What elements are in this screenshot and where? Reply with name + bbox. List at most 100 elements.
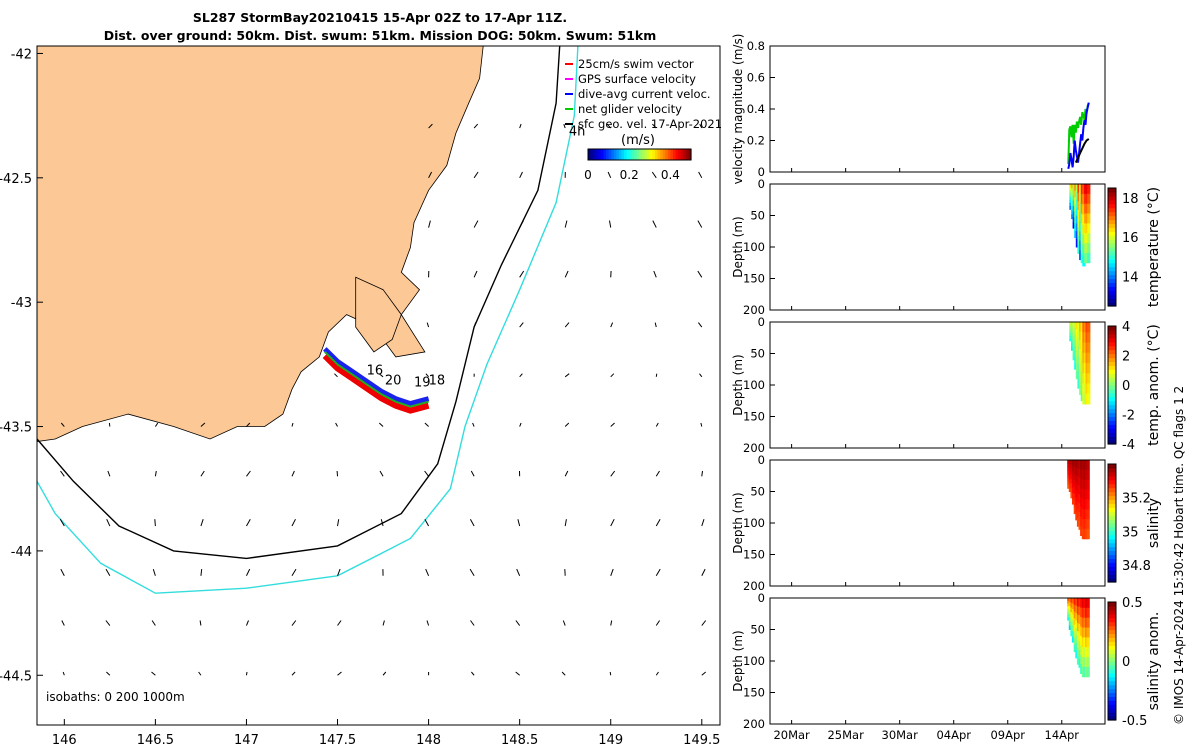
salinity-panel-cell [1086,519,1090,530]
temperature-panel-colorbar-cell [1108,274,1116,280]
colorbar-cell [660,149,664,160]
lon-tick-label: 148 [416,733,441,748]
temp-anom-panel-cell [1087,383,1091,395]
sfc-velocity-arrow [610,373,615,378]
sfc-velocity-arrow [337,620,342,626]
sfc-velocity-arrow [564,519,567,527]
salinity-panel-cell [1080,460,1084,470]
temperature-panel-cell [1077,244,1081,254]
salinity-panel-cell [1067,477,1071,482]
sfc-velocity-arrow [424,518,430,527]
salinity-anom-panel-ytick-label: 50 [750,623,765,637]
velocity-ytick-label: 0.2 [747,134,765,148]
temperature-panel-colorbar-cell [1108,258,1116,264]
temperature-panel-colorbar-cell [1108,290,1116,295]
salinity-panel-colorbar-tick-label: 35 [1122,525,1139,540]
sfc-velocity-arrow [519,123,522,129]
temp-anom-panel-colorbar-cell [1108,326,1116,331]
temp-anom-panel-cell [1080,390,1084,402]
temp-anom-panel-colorbar-cell [1108,333,1116,339]
colorbar-cell [598,149,602,160]
sfc-velocity-arrow [425,373,429,378]
salinity-panel-cell [1080,526,1084,536]
salinity-anom-panel-cell [1072,614,1076,621]
temperature-panel-colorbar-cell [1108,270,1116,276]
temperature-panel-colorbar-cell [1108,231,1116,236]
temperature-panel-ylabel: Depth (m) [731,216,745,277]
salinity-panel-cell [1080,488,1084,499]
salinity-anom-panel-cell [1072,620,1076,626]
temp-anom-panel-cell [1074,333,1078,341]
temperature-panel-cell [1080,223,1084,234]
temperature-panel-colorbar-cell [1108,278,1116,283]
salinity-panel-colorbar-cell [1108,475,1116,481]
sfc-velocity-arrow [62,671,65,676]
temperature-panel-cell [1069,199,1073,204]
swim-vector-band [322,353,430,414]
salinity-panel-colorbar-cell [1108,546,1116,552]
temp-anom-panel-cell [1077,379,1081,389]
colorbar-cell [626,149,630,160]
glider-track [324,351,429,408]
colorbar-cell [621,149,625,160]
salinity-anom-panel-colorbar-cell [1108,645,1116,650]
sfc-velocity-arrow [519,373,523,378]
salinity-panel-cell [1067,463,1071,468]
temp-anom-panel-colorbar-cell [1108,432,1116,437]
salinity-panel-cell [1073,493,1077,501]
temperature-panel-colorbar-cell [1108,215,1116,221]
sfc-velocity-arrow [561,671,566,676]
temperature-panel-cell [1087,193,1091,205]
colorbar-cell [603,149,607,160]
sfc-velocity-arrow [519,322,524,328]
sfc-velocity-arrow [428,171,433,179]
salinity-anom-panel-cell [1073,638,1077,646]
temp-anom-panel-colorbar-cell [1108,400,1116,406]
temp-anom-panel-colorbar-cell [1108,428,1116,433]
sfc-velocity-arrow [701,519,705,527]
salinity-panel-colorbar-cell [1108,550,1116,556]
colorbar-cell [600,149,605,160]
salinity-anom-panel-cell [1080,598,1084,608]
salinity-anom-panel-cell [1080,645,1084,656]
temp-anom-panel-colorbar-cell [1108,345,1116,351]
temp-anom-panel-colorbar-cell [1108,424,1116,429]
salinity-anom-panel-colorbar-cell [1108,657,1116,662]
temperature-panel-cell [1085,213,1089,224]
salinity-panel-ytick-label: 0 [758,453,765,467]
salinity-anom-panel-colorbar-frame [1107,601,1117,721]
sfc-velocity-arrow [426,322,430,328]
salinity-anom-panel-cell [1080,654,1084,665]
temperature-panel-cell [1085,233,1089,244]
salinity-anom-panel-cell [1086,666,1090,678]
sfc-velocity-arrow [198,671,202,676]
temp-anom-panel-colorbar-cell [1108,408,1116,414]
temperature-panel-cell [1074,224,1078,232]
salinity-panel-cell [1072,498,1076,505]
sfc-velocity-arrow [700,422,703,427]
sfc-velocity-arrow [655,518,661,527]
sfc-velocity-arrow [701,568,706,576]
sfc-velocity-arrow [519,270,525,278]
temp-anom-panel-cell [1077,346,1081,356]
temp-anom-panel-cell [1074,327,1078,335]
temp-anom-panel-cell [1085,362,1089,374]
temp-anom-panel-cell [1069,329,1073,332]
temperature-panel-cell [1077,218,1081,228]
temperature-panel-cell [1085,193,1089,205]
salinity-anom-panel-cell [1067,611,1071,616]
sfc-velocity-arrow [379,470,384,477]
temp-anom-panel-cell [1087,393,1091,405]
temp-anom-panel-colorbar-cell [1108,396,1116,402]
lon-tick-label: 149 [598,733,623,748]
dive-avg-current-band [323,347,430,407]
temp-anom-panel-ytick-label: 200 [743,441,765,455]
sfc-velocity-arrow [701,470,703,477]
temp-anom-panel-colorbar-cell [1108,420,1116,425]
temperature-panel-cell [1077,236,1081,246]
legend-label: GPS surface velocity [578,72,696,86]
sfc-velocity-arrow [515,671,520,676]
sfc-velocity-arrow [425,568,430,576]
temp-anom-panel-ytick-label: 150 [743,410,765,424]
